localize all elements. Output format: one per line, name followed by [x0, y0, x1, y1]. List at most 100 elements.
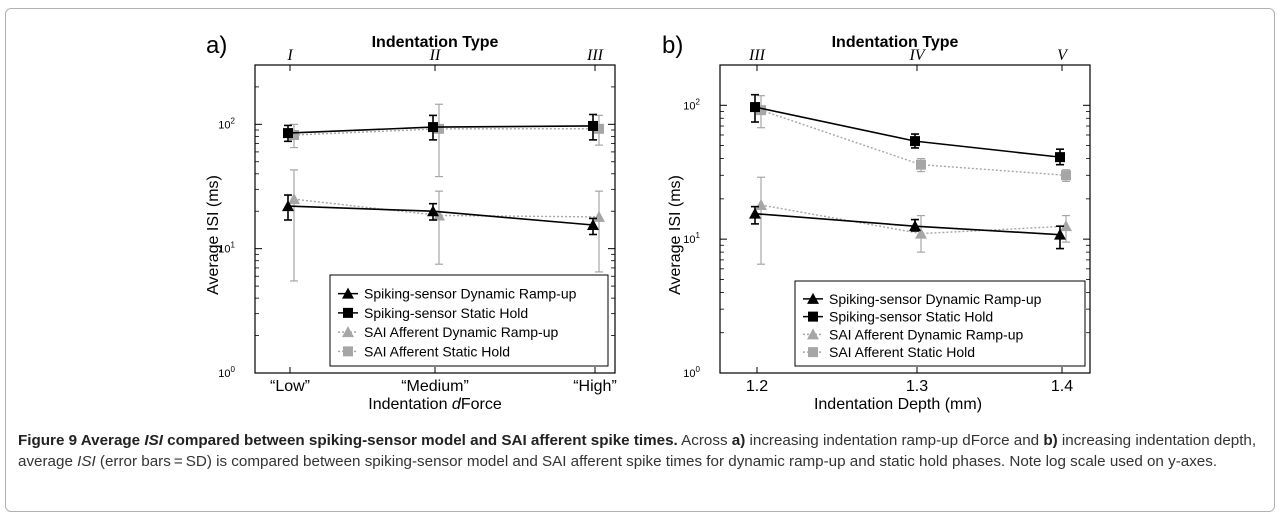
series-3: [756, 95, 1071, 183]
legend-marker: [807, 328, 819, 340]
panel-b-ylabel: Average ISI (ms): [667, 175, 684, 295]
legend-marker: [807, 292, 819, 304]
panel-a-xlabel: Indentation dForce: [368, 396, 502, 413]
data-point: [283, 128, 293, 139]
caption-body-3: increasing indentation depth, average: [18, 432, 1257, 470]
panel-a-marks: [282, 103, 605, 282]
top-type-label: V: [1057, 47, 1069, 64]
y-tick-exponent: 0: [231, 365, 236, 374]
data-point: [915, 227, 927, 239]
panel-a-top-title: Indentation Type: [372, 34, 499, 51]
series-3: [289, 103, 604, 178]
y-tick-label: 101: [218, 241, 235, 256]
panel-a-legend: Spiking-sensor Dynamic Ramp-up Spiking-se…: [329, 274, 609, 367]
panel-b-plot-area: [719, 64, 1091, 374]
legend-label: SAI Afferent Static Hold: [829, 344, 975, 360]
data-point: [427, 205, 439, 217]
panel-a: a) Indentation Type Average ISI (ms) Ind…: [205, 32, 617, 413]
data-point: [1055, 152, 1065, 163]
data-point: [910, 136, 920, 147]
caption-label: Figure 9: [18, 432, 78, 449]
data-point: [1054, 228, 1066, 240]
legend-box: [794, 280, 1086, 367]
data-point: [289, 130, 299, 141]
y-tick-exponent: 1: [696, 231, 701, 240]
y-tick-label: 101: [683, 231, 700, 246]
legend-label: Spiking-sensor Dynamic Ramp-up: [364, 286, 577, 302]
panel-b-xlabel: Indentation Depth (mm): [814, 396, 982, 413]
y-tick-exponent: 2: [696, 97, 701, 106]
series-0: [282, 194, 599, 236]
figure-charts: a) Indentation Type Average ISI (ms) Ind…: [205, 32, 1091, 413]
x-tick-label: “Low”: [270, 378, 310, 395]
caption-isi: ISI: [77, 453, 96, 470]
y-tick-exponent: 0: [696, 365, 701, 374]
series-0: [749, 205, 1066, 250]
legend-label: Spiking-sensor Static Hold: [829, 309, 993, 325]
caption-a-tag: a): [731, 432, 746, 449]
caption-body-4: (error bars = SD) is compared between sp…: [95, 453, 1218, 470]
figure-caption: Figure 9 Average ISI compared between sp…: [18, 430, 1263, 472]
data-point: [756, 105, 766, 116]
x-tick-label: “Medium”: [401, 378, 469, 395]
panel-b-label: b): [662, 32, 683, 59]
y-tick-label: 102: [683, 97, 700, 112]
data-point: [433, 209, 445, 221]
series-2: [288, 169, 605, 282]
x-tick-label: “High”: [573, 378, 617, 395]
legend-label: SAI Afferent Dynamic Ramp-up: [829, 326, 1023, 342]
data-point: [594, 123, 604, 134]
legend-marker: [808, 311, 818, 322]
data-point: [909, 220, 921, 232]
data-point: [749, 207, 761, 219]
x-tick-label: 1.2: [746, 378, 768, 395]
caption-body-2: increasing indentation ramp-up dForce an…: [745, 432, 1044, 449]
caption-title-isi: ISI: [144, 432, 163, 449]
series-1: [283, 113, 598, 143]
data-point: [282, 200, 294, 212]
panel-a-label: a): [206, 32, 227, 59]
panel-b-marks: [749, 93, 1072, 265]
legend-marker: [342, 326, 354, 338]
top-type-label: II: [429, 47, 441, 64]
y-tick-label: 100: [218, 365, 235, 380]
caption-b-tag: b): [1043, 432, 1058, 449]
y-tick-exponent: 1: [231, 241, 236, 250]
legend-marker: [808, 347, 818, 358]
series-line: [293, 128, 599, 136]
y-tick-label: 100: [683, 365, 700, 380]
legend-label: Spiking-sensor Dynamic Ramp-up: [829, 291, 1042, 307]
x-tick-label: 1.4: [1051, 378, 1073, 395]
legend-marker: [342, 287, 354, 299]
legend-marker: [343, 346, 353, 357]
data-point: [755, 198, 767, 210]
panel-b-top-title: Indentation Type: [832, 34, 959, 51]
panel-a-axes: 100 101 102 “Low” I “Medium” II “High” III: [218, 47, 616, 395]
legend-label: SAI Afferent Static Hold: [364, 343, 510, 359]
legend-box: [329, 274, 609, 367]
data-point: [428, 122, 438, 133]
series-line: [754, 106, 1061, 158]
legend-label: Spiking-sensor Static Hold: [364, 305, 528, 321]
data-point: [588, 120, 598, 131]
panel-b-legend: Spiking-sensor Dynamic Ramp-up Spiking-se…: [794, 280, 1086, 367]
data-point: [1061, 170, 1071, 181]
data-point: [916, 159, 926, 170]
data-point: [1060, 220, 1072, 232]
caption-title-b: compared between spiking-sensor model an…: [162, 432, 678, 449]
figure-frame: [5, 8, 1275, 512]
legend-marker: [343, 307, 353, 318]
top-type-label: IV: [908, 47, 926, 64]
x-tick-label: 1.3: [906, 378, 928, 395]
data-point: [288, 193, 300, 205]
panel-a-ylabel: Average ISI (ms): [205, 175, 222, 295]
top-type-label: I: [286, 47, 293, 64]
top-type-label: III: [586, 47, 604, 64]
data-point: [750, 102, 760, 113]
legend-label: SAI Afferent Dynamic Ramp-up: [364, 324, 558, 340]
series-1: [750, 93, 1065, 166]
y-tick-label: 102: [218, 116, 235, 131]
series-2: [755, 176, 1072, 265]
top-type-label: III: [748, 47, 766, 64]
caption-body-1: Across: [677, 432, 732, 449]
